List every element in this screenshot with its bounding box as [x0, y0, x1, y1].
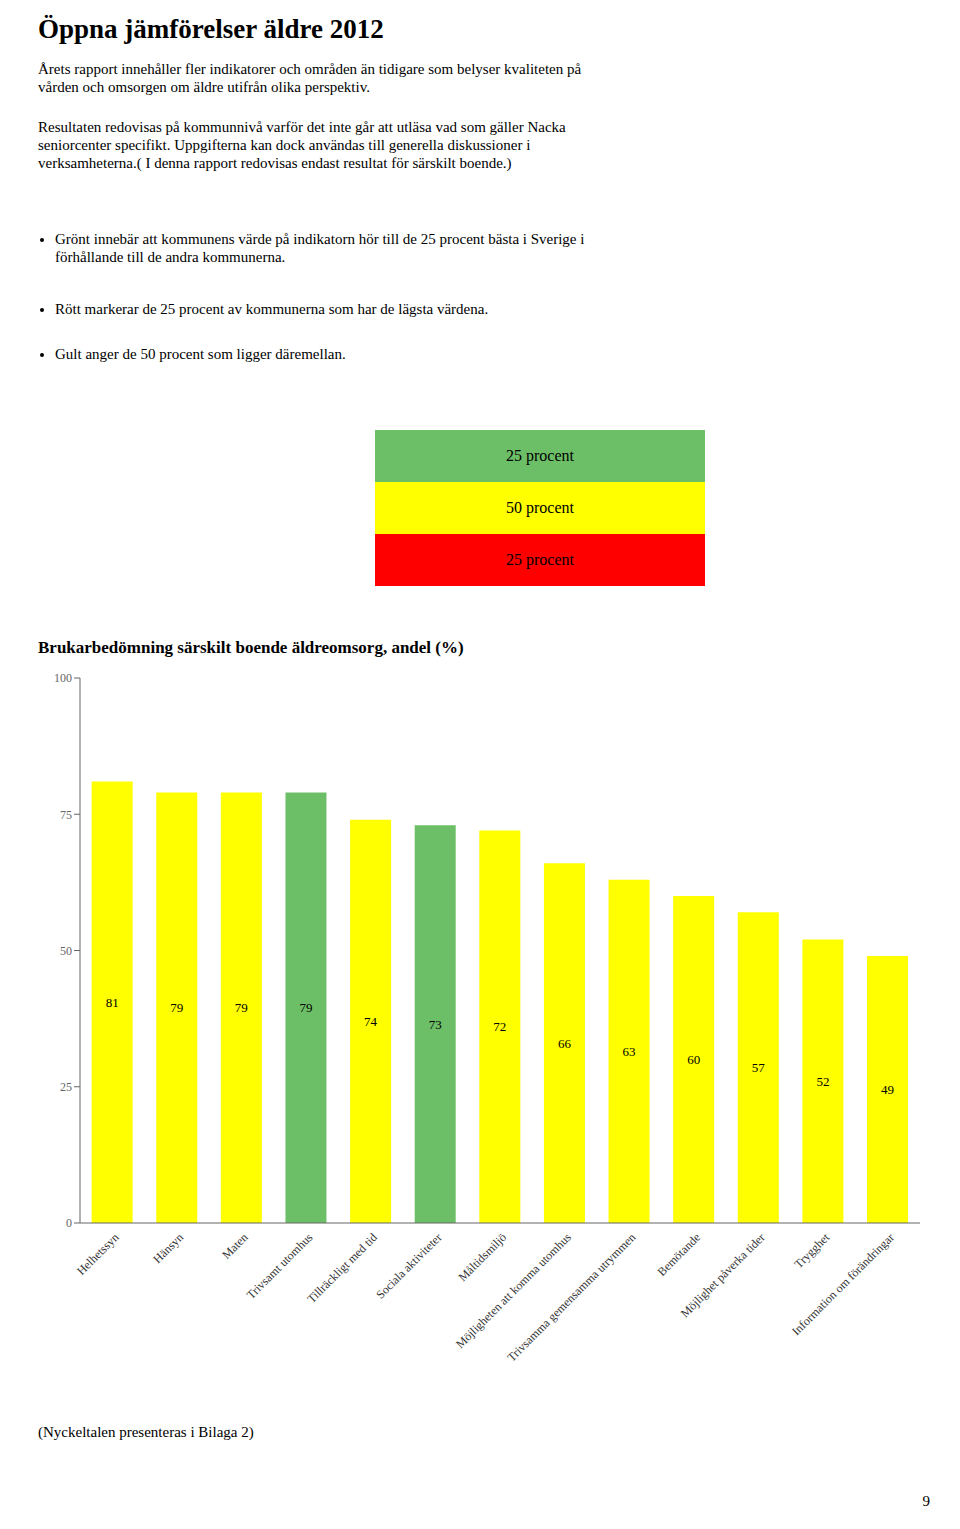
- svg-text:75: 75: [60, 808, 72, 822]
- svg-text:60: 60: [687, 1052, 700, 1067]
- svg-text:Maten: Maten: [219, 1230, 251, 1262]
- html-text:Årets rapport innehåller fler: Årets rapport innehåller fler indikatore…: [38, 61, 582, 95]
- svg-text:52: 52: [816, 1074, 829, 1089]
- svg-text:72: 72: [493, 1019, 506, 1034]
- html-text:Rött markerar de 25 procent av: Rött markerar de 25 procent av kommunern…: [55, 301, 489, 317]
- html-text:25 procent: 25 procent: [506, 447, 574, 464]
- svg-text:25: 25: [60, 1080, 72, 1094]
- svg-text:Måltidsmiljö: Måltidsmiljö: [455, 1230, 509, 1284]
- svg-text:50: 50: [60, 944, 72, 958]
- svg-text:Hänsyn: Hänsyn: [150, 1230, 186, 1266]
- svg-text:74: 74: [364, 1014, 378, 1029]
- svg-text:Tillräckligt med tid: Tillräckligt med tid: [304, 1230, 380, 1306]
- svg-text:Möjligheten att komma utomhus: Möjligheten att komma utomhus: [453, 1230, 574, 1351]
- svg-text:Trygghet: Trygghet: [792, 1230, 833, 1271]
- svg-text:Helhetssyn: Helhetssyn: [74, 1230, 122, 1278]
- svg-text:66: 66: [558, 1036, 572, 1051]
- svg-text:81: 81: [106, 995, 119, 1010]
- svg-text:79: 79: [170, 1000, 183, 1015]
- svg-text:Bemötande: Bemötande: [654, 1230, 703, 1279]
- svg-text:57: 57: [752, 1060, 766, 1075]
- svg-text:79: 79: [235, 1000, 248, 1015]
- svg-text:0: 0: [66, 1216, 72, 1230]
- svg-text:Trivsamt utomhus: Trivsamt utomhus: [244, 1230, 316, 1302]
- html-text:Resultaten redovisas på kommun: Resultaten redovisas på kommunnivå varfö…: [38, 119, 566, 171]
- html-text:Brukarbedömning särskilt boend: Brukarbedömning särskilt boende äldreoms…: [38, 638, 464, 657]
- svg-text:79: 79: [299, 1000, 312, 1015]
- svg-text:73: 73: [429, 1017, 442, 1032]
- svg-text:Trivsamma gemensamma utrymmen: Trivsamma gemensamma utrymmen: [504, 1230, 638, 1364]
- html-text:Öppna jämförelser äldre 2012: Öppna jämförelser äldre 2012: [38, 14, 384, 44]
- svg-text:49: 49: [881, 1082, 894, 1097]
- svg-text:Sociala aktiviteter: Sociala aktiviteter: [373, 1230, 444, 1301]
- html-text:Gult anger de 50 procent som l: Gult anger de 50 procent som ligger däre…: [55, 346, 346, 362]
- html-text:25 procent: 25 procent: [506, 551, 574, 568]
- svg-text:Information om förändringar: Information om förändringar: [789, 1230, 897, 1338]
- svg-text:63: 63: [623, 1044, 636, 1059]
- html-text:Grönt innebär att kommunens vä: Grönt innebär att kommunens värde på ind…: [55, 231, 585, 265]
- svg-text:Möjlighet påverka tider: Möjlighet påverka tider: [678, 1230, 768, 1320]
- html-text:9: 9: [922, 1493, 930, 1509]
- html-text:50 procent: 50 procent: [506, 499, 574, 516]
- svg-text:100: 100: [54, 671, 72, 685]
- html-text:(Nyckeltalen presenteras i Bil: (Nyckeltalen presenteras i Bilaga 2): [38, 1424, 254, 1440]
